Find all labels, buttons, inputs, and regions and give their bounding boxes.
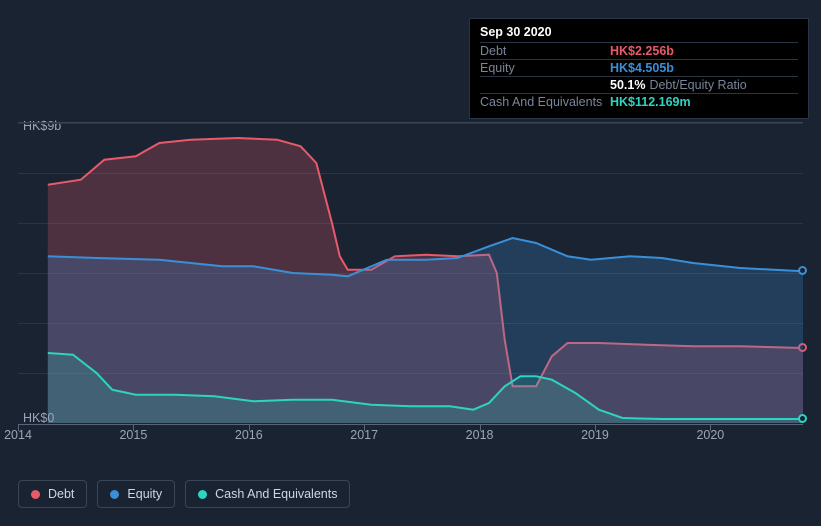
tooltip-row: Cash And EquivalentsHK$112.169m bbox=[480, 93, 798, 110]
chart-container: HK$9b HK$0 2014201520162017201820192020 bbox=[18, 122, 803, 422]
legend-dot bbox=[31, 490, 40, 499]
legend-label: Cash And Equivalents bbox=[215, 487, 337, 501]
tooltip-row: EquityHK$4.505b bbox=[480, 59, 798, 76]
legend-item-debt[interactable]: Debt bbox=[18, 480, 87, 508]
tooltip-row-value: HK$2.256b bbox=[610, 44, 674, 58]
tooltip-row-label: Debt bbox=[480, 44, 610, 58]
x-tick-label: 2014 bbox=[4, 428, 32, 442]
legend-dot bbox=[110, 490, 119, 499]
legend-item-cash-and-equivalents[interactable]: Cash And Equivalents bbox=[185, 480, 350, 508]
legend-dot bbox=[198, 490, 207, 499]
tooltip-row-value: HK$112.169m bbox=[610, 95, 691, 109]
x-tick-label: 2018 bbox=[466, 428, 494, 442]
x-tick-label: 2019 bbox=[581, 428, 609, 442]
chart-tooltip: Sep 30 2020 DebtHK$2.256bEquityHK$4.505b… bbox=[469, 18, 809, 119]
legend-item-equity[interactable]: Equity bbox=[97, 480, 175, 508]
tooltip-row: DebtHK$2.256b bbox=[480, 42, 798, 59]
chart-legend: Debt Equity Cash And Equivalents bbox=[18, 480, 350, 508]
x-tick-label: 2020 bbox=[696, 428, 724, 442]
x-tick-label: 2017 bbox=[350, 428, 378, 442]
x-axis-line bbox=[18, 424, 803, 425]
tooltip-row-label: Cash And Equivalents bbox=[480, 95, 610, 109]
tooltip-row-value: HK$4.505b bbox=[610, 61, 674, 75]
tooltip-date: Sep 30 2020 bbox=[480, 25, 798, 39]
tooltip-row-label: Equity bbox=[480, 61, 610, 75]
tooltip-row-label bbox=[480, 78, 610, 92]
legend-label: Debt bbox=[48, 487, 74, 501]
x-tick-label: 2015 bbox=[119, 428, 147, 442]
x-tick-label: 2016 bbox=[235, 428, 263, 442]
tooltip-row: 50.1% Debt/Equity Ratio bbox=[480, 76, 798, 93]
x-axis-ticks: 2014201520162017201820192020 bbox=[18, 428, 803, 448]
chart-plot-area[interactable] bbox=[18, 122, 803, 422]
tooltip-row-suffix: Debt/Equity Ratio bbox=[649, 78, 746, 92]
series-end-marker bbox=[798, 414, 807, 423]
tooltip-row-value: 50.1% bbox=[610, 78, 645, 92]
legend-label: Equity bbox=[127, 487, 162, 501]
series-cash-and-equivalents bbox=[18, 123, 803, 423]
